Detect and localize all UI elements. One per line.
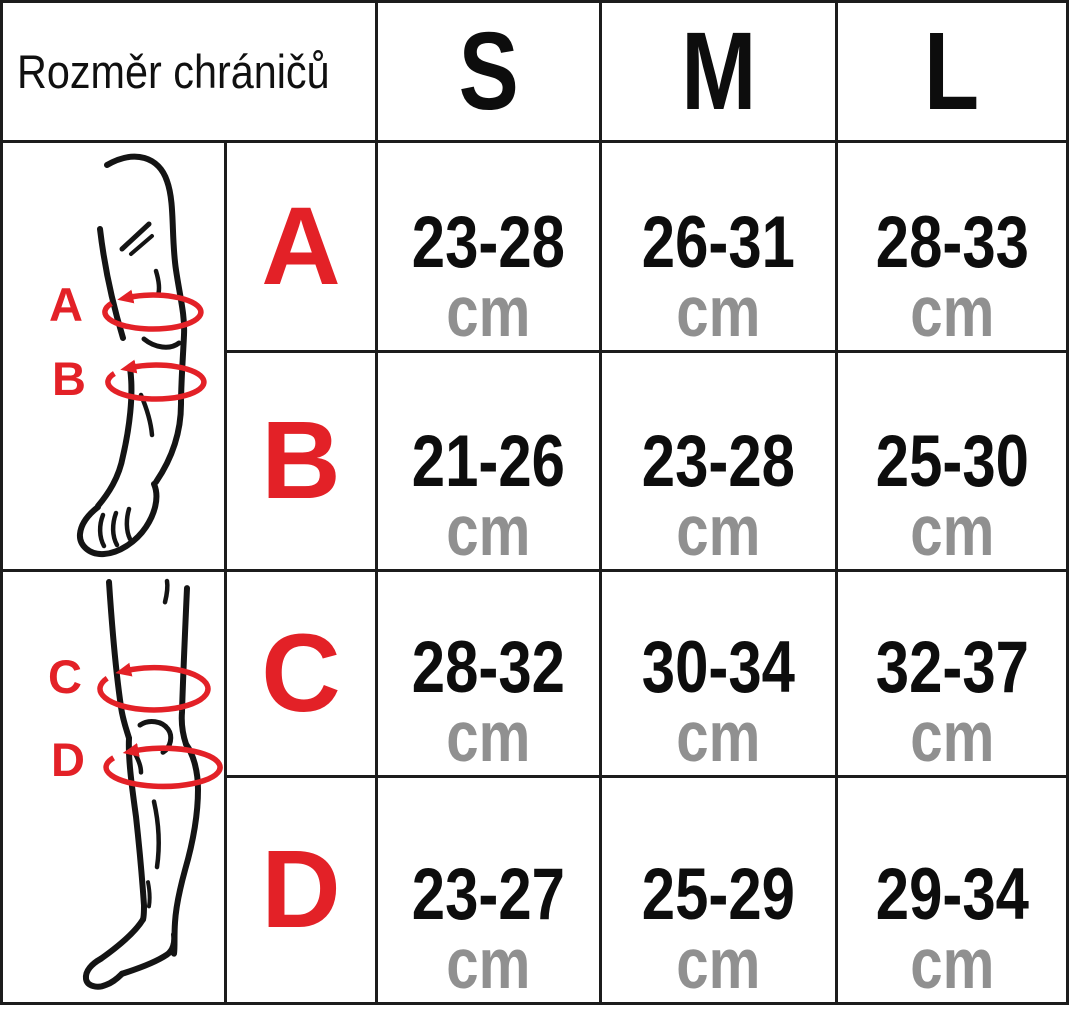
measurement-unit: cm	[909, 272, 995, 352]
measurement-unit: cm	[676, 697, 761, 777]
chart-title: Rozměr chráničů	[17, 45, 330, 98]
measurement-range: 23-27	[411, 853, 566, 935]
value-c-m: 30-34 cm	[602, 572, 838, 778]
circumference-ring-b-icon	[105, 359, 207, 402]
value-d-s: 23-27 cm	[378, 778, 602, 1002]
row-label-c: C	[227, 572, 378, 778]
measurement-unit: cm	[909, 924, 995, 1002]
leg-measure-label-d: D	[51, 733, 85, 786]
leg-measure-label-c: C	[48, 650, 82, 703]
size-header-s: S	[378, 3, 602, 143]
measurement-range: 23-28	[641, 420, 796, 502]
measurement-range: 30-34	[641, 626, 796, 708]
size-header-s-label: S	[458, 9, 519, 133]
arm-illustration: A B	[3, 143, 227, 572]
value-b-l: 25-30 cm	[838, 353, 1066, 572]
size-header-m: M	[602, 3, 838, 143]
circumference-ring-d-icon	[103, 743, 223, 790]
leg-outline	[82, 578, 201, 990]
measurement-range: 28-32	[411, 626, 566, 708]
row-label-b: B	[227, 353, 378, 572]
leg-illustration: C D	[3, 572, 227, 1002]
chart-title-cell: Rozměr chráničů	[3, 3, 378, 143]
measurement-range: 32-37	[875, 626, 1029, 708]
value-c-s: 28-32 cm	[378, 572, 602, 778]
leg-line-art	[82, 578, 223, 990]
measurement-unit: cm	[676, 272, 761, 352]
arm-measure-label-a: A	[49, 278, 83, 331]
measurement-unit: cm	[446, 697, 531, 777]
measurement-range: 28-33	[875, 201, 1029, 283]
value-c-l: 32-37 cm	[838, 572, 1066, 778]
value-a-m: 26-31 cm	[602, 143, 838, 353]
measurement-range: 29-34	[875, 853, 1029, 935]
arm-measure-label-b: B	[52, 352, 86, 405]
arm-outline	[76, 153, 188, 558]
value-d-l: 29-34 cm	[838, 778, 1066, 1002]
size-header-m-label: M	[680, 9, 757, 133]
row-label-d: D	[227, 778, 378, 1002]
value-d-m: 25-29 cm	[602, 778, 838, 1002]
measurement-unit: cm	[446, 491, 531, 571]
measurement-range: 25-29	[641, 853, 796, 935]
value-b-s: 21-26 cm	[378, 353, 602, 572]
row-label-a: A	[227, 143, 378, 353]
measurement-unit: cm	[676, 491, 761, 571]
measurement-unit: cm	[909, 491, 995, 571]
measurement-unit: cm	[676, 924, 761, 1002]
arm-line-art	[76, 153, 207, 558]
value-a-s: 23-28 cm	[378, 143, 602, 353]
measurement-range: 26-31	[641, 201, 796, 283]
circumference-ring-c-icon	[97, 662, 211, 713]
measurement-range: 25-30	[875, 420, 1029, 502]
measurement-unit: cm	[446, 924, 531, 1002]
measurement-range: 21-26	[411, 420, 566, 502]
value-b-m: 23-28 cm	[602, 353, 838, 572]
circumference-ring-a-icon	[102, 289, 204, 332]
value-a-l: 28-33 cm	[838, 143, 1066, 353]
size-header-l: L	[838, 3, 1066, 143]
size-header-l-label: L	[924, 9, 980, 133]
measurement-unit: cm	[446, 272, 531, 352]
measurement-unit: cm	[909, 697, 995, 777]
measurement-range: 23-28	[411, 201, 566, 283]
